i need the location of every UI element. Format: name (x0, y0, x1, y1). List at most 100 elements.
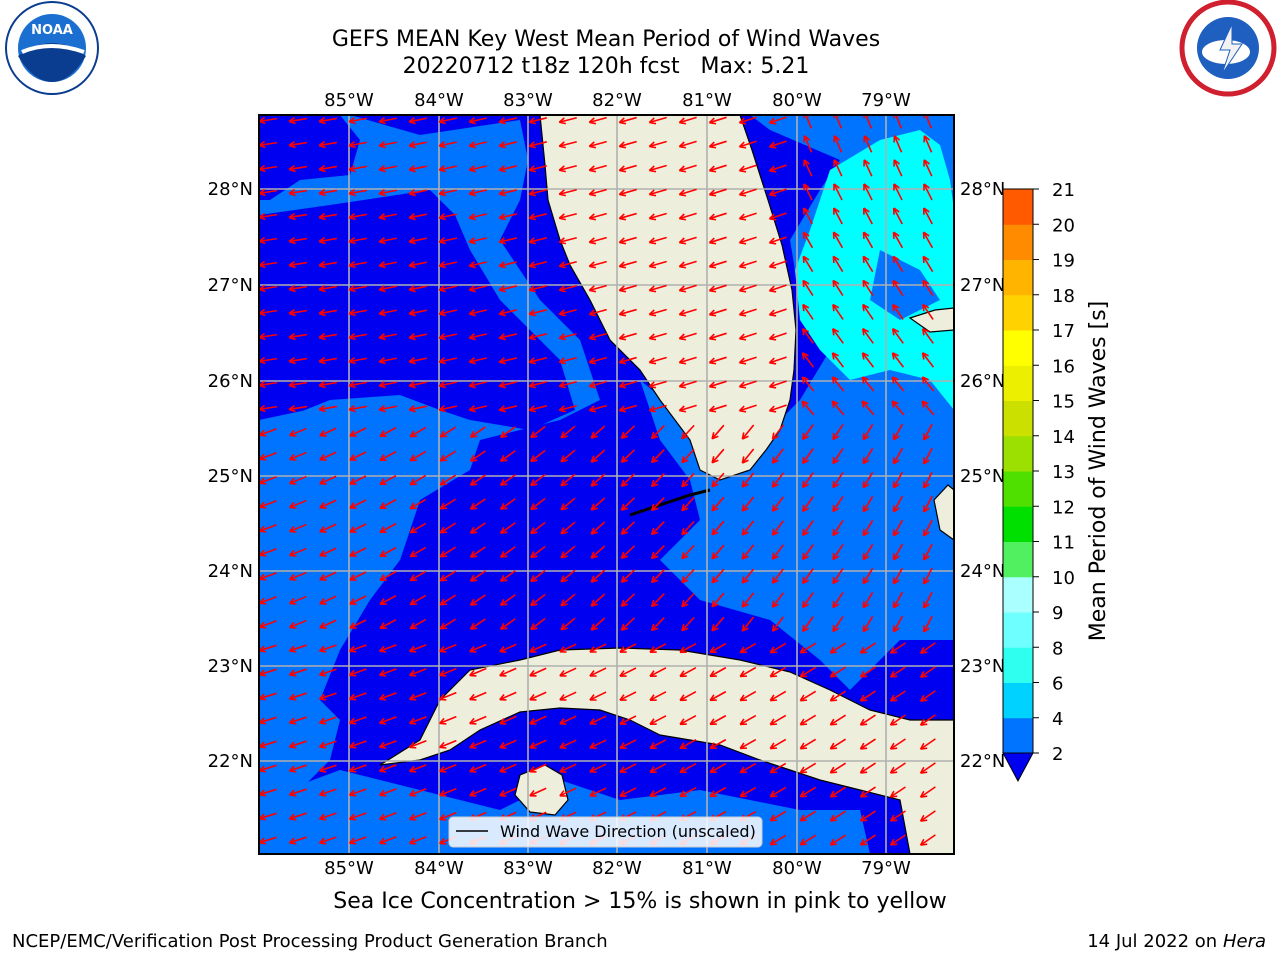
arrow-head (741, 624, 749, 632)
arrow-head (738, 261, 747, 269)
arrow-shaft (289, 451, 307, 461)
arrow-head (288, 260, 296, 269)
arrow-shaft (862, 543, 874, 561)
arrow-shaft (349, 812, 367, 820)
arrow-head (259, 188, 266, 197)
arrow-head (919, 718, 928, 726)
arrow-head (318, 741, 327, 749)
arrow-head (259, 332, 266, 341)
arrow-head (923, 505, 930, 513)
arrow-head (498, 309, 506, 317)
arrow-head (438, 237, 446, 245)
arrow-shaft (439, 739, 457, 749)
arrow-shaft (319, 499, 337, 509)
arrow-shaft (892, 423, 904, 441)
arrow-shaft (499, 667, 517, 677)
arrow-shaft (619, 643, 637, 653)
arrow-head (711, 552, 719, 560)
arrow-shaft (590, 593, 606, 607)
arrow-head (648, 285, 657, 293)
arrow-shaft (259, 189, 278, 195)
arrow-head (891, 400, 899, 408)
arrow-shaft (801, 352, 815, 368)
arrow-shaft (590, 449, 606, 463)
arrow-shaft (469, 643, 487, 653)
arrow-shaft (470, 594, 486, 606)
arrow-head (648, 309, 657, 317)
arrow-head (709, 790, 717, 798)
arrow-shaft (409, 739, 427, 749)
arrow-shaft (832, 304, 844, 320)
arrow-head (439, 741, 447, 749)
arrow-head (318, 645, 327, 653)
arrow-shaft (771, 616, 785, 632)
arrow-head (738, 285, 747, 293)
arrow-shaft (711, 472, 725, 488)
arrow-head (889, 646, 898, 654)
arrow-head (438, 381, 446, 389)
arrow-head (739, 766, 747, 774)
arrow-head (259, 404, 266, 413)
arrow-head (469, 478, 478, 486)
arrow-head (923, 433, 930, 441)
arrow-head (861, 352, 869, 360)
arrow-head (618, 189, 627, 197)
arrow-head (259, 212, 266, 221)
lon-label: 81°W (682, 90, 732, 111)
arrow-head (922, 303, 930, 312)
arrow-head (439, 598, 448, 606)
arrow-head (319, 622, 327, 629)
arrow-head (741, 504, 749, 512)
arrow-shaft (318, 117, 338, 123)
lon-label: 85°W (324, 90, 374, 111)
arrow-head (923, 577, 930, 585)
arrow-shaft (319, 595, 337, 605)
arrow-head (738, 333, 747, 341)
arrow-shaft (379, 451, 397, 461)
arrow-shaft (829, 738, 847, 750)
arrow-head (802, 432, 810, 441)
arrow-head (919, 742, 928, 750)
arrow-shaft (439, 285, 457, 291)
arrow-shaft (619, 404, 637, 412)
arrow-shaft (739, 116, 757, 124)
arrow-shaft (529, 117, 547, 123)
arrow-shaft (769, 738, 787, 750)
arrow-head (499, 765, 507, 773)
arrow-shaft (379, 668, 397, 676)
arrow-head (618, 117, 627, 125)
lon-label: 79°W (861, 90, 911, 111)
arrow-head (498, 165, 506, 173)
arrow-head (711, 600, 719, 608)
arrow-head (618, 309, 627, 317)
arrow-shaft (529, 667, 547, 677)
arrow-head (738, 309, 747, 317)
arrow-shaft (771, 520, 785, 536)
arrow-head (288, 765, 297, 773)
arrow-head (468, 117, 476, 125)
arrow-head (378, 356, 386, 365)
arrow-shaft (590, 425, 606, 439)
arrow-shaft (409, 213, 427, 219)
arrow-head (319, 598, 327, 605)
arrow-shaft (439, 309, 457, 315)
arrow-head (649, 670, 657, 677)
arrow-head (708, 333, 717, 341)
arrow-shaft (893, 135, 903, 153)
colorbar-segment (1003, 365, 1033, 401)
arrow-shaft (439, 165, 457, 171)
arrow-shaft (349, 333, 367, 339)
arrow-shaft (739, 356, 757, 364)
arrow-head (468, 357, 476, 365)
arrow-shaft (649, 164, 667, 172)
arrow-shaft (890, 810, 906, 822)
arrow-head (288, 332, 296, 341)
arrow-shaft (739, 260, 757, 268)
arrow-head (558, 405, 567, 413)
arrow-head (709, 766, 717, 774)
arrow-head (259, 717, 267, 725)
arrow-head (619, 766, 627, 773)
colorbar-segment (1003, 294, 1033, 331)
arrow-head (708, 165, 717, 173)
arrow-shaft (860, 642, 876, 654)
